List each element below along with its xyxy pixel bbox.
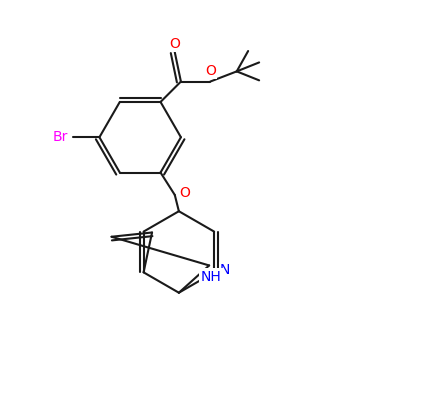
Text: O: O: [179, 186, 190, 200]
Text: Br: Br: [52, 130, 67, 144]
Text: NH: NH: [200, 270, 221, 284]
Text: O: O: [204, 64, 215, 78]
Text: O: O: [169, 37, 180, 51]
Text: N: N: [219, 263, 230, 277]
